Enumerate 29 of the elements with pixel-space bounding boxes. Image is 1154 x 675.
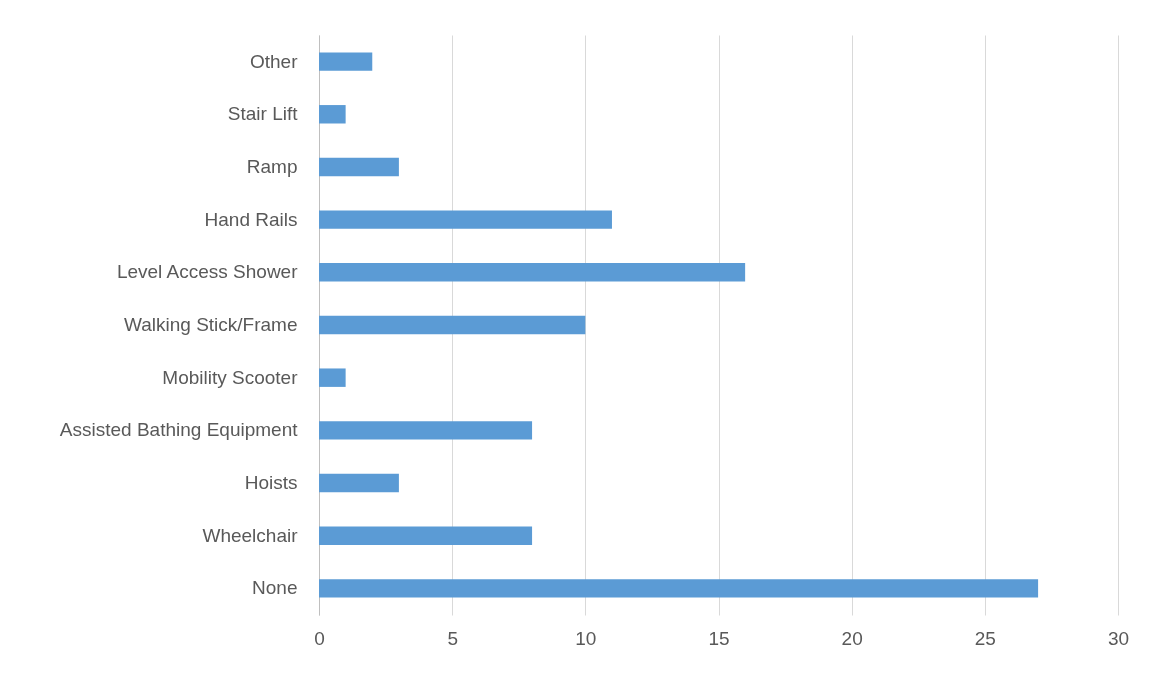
x-tick-label: 10 bbox=[575, 627, 597, 649]
bar bbox=[319, 210, 612, 229]
bar bbox=[319, 368, 346, 387]
bar bbox=[319, 473, 399, 493]
bar bbox=[319, 579, 1039, 598]
x-tick-label: 15 bbox=[708, 627, 730, 649]
bar bbox=[319, 52, 373, 71]
bar bbox=[319, 421, 533, 440]
y-tick-label: Level Access Shower bbox=[116, 261, 299, 283]
y-tick-label: Ramp bbox=[246, 155, 298, 177]
y-tick-label: Wheelchair bbox=[202, 524, 299, 546]
x-tick-label: 5 bbox=[447, 627, 458, 649]
bar bbox=[319, 526, 533, 545]
y-tick-label: Mobility Scooter bbox=[162, 366, 299, 388]
y-tick-label: Assisted Bathing Equipment bbox=[59, 419, 299, 441]
x-tick-label: 0 bbox=[314, 627, 325, 649]
x-tick-label: 20 bbox=[841, 627, 863, 649]
y-tick-label: Hoists bbox=[244, 472, 298, 494]
y-tick-label: Stair Lift bbox=[227, 103, 299, 125]
y-tick-label: Walking Stick/Frame bbox=[124, 314, 298, 335]
y-tick-label: Hand Rails bbox=[204, 208, 298, 230]
x-tick-label: 30 bbox=[1107, 627, 1130, 649]
bar bbox=[319, 315, 586, 335]
y-tick-label: Other bbox=[249, 50, 299, 72]
y-tick-label: None bbox=[252, 577, 298, 599]
x-tick-label: 25 bbox=[974, 627, 996, 649]
bar bbox=[319, 157, 399, 177]
bar bbox=[319, 105, 346, 124]
bar bbox=[319, 263, 746, 282]
